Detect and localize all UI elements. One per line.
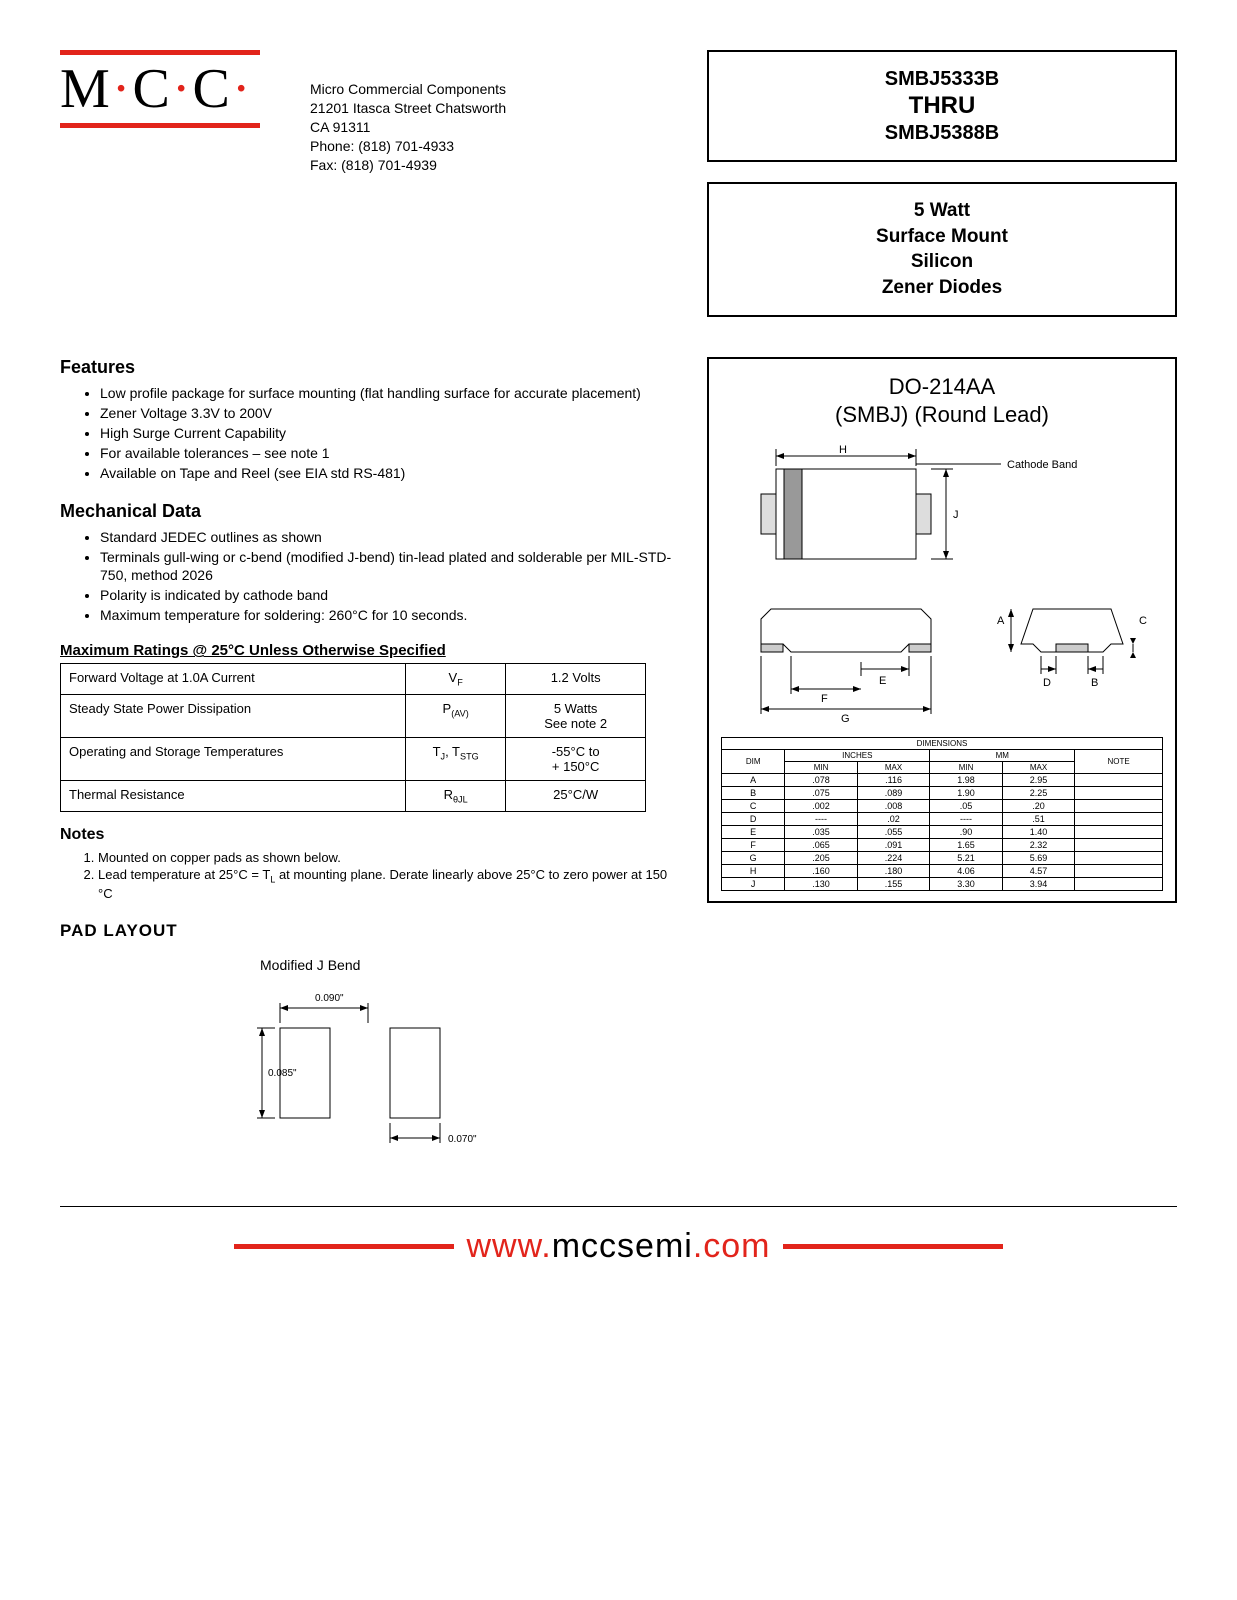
part-top: SMBJ5333B <box>719 66 1165 92</box>
svg-text:C: C <box>1139 615 1147 627</box>
features-list: Low profile package for surface mounting… <box>60 384 677 483</box>
svg-text:B: B <box>1091 677 1098 689</box>
svg-text:0.085": 0.085" <box>268 1068 297 1079</box>
table-row: F.065.0911.652.32 <box>722 838 1163 851</box>
mech-title: Mechanical Data <box>60 501 677 522</box>
list-item: Polarity is indicated by cathode band <box>100 586 677 604</box>
ratings-table: Forward Voltage at 1.0A CurrentVF1.2 Vol… <box>60 663 646 811</box>
list-item: Maximum temperature for soldering: 260°C… <box>100 606 677 624</box>
table-row: Forward Voltage at 1.0A CurrentVF1.2 Vol… <box>61 664 646 695</box>
table-row: Thermal ResistanceRθJL25°C/W <box>61 781 646 812</box>
svg-text:0.070": 0.070" <box>448 1134 477 1145</box>
pad-layout-diagram: Modified J Bend 0.090" 0.085" <box>230 957 677 1186</box>
svg-text:H: H <box>839 444 847 456</box>
ratings-title: Maximum Ratings @ 25°C Unless Otherwise … <box>60 642 677 659</box>
list-item: Low profile package for surface mounting… <box>100 384 677 402</box>
company-name: Micro Commercial Components <box>310 80 677 99</box>
pad-layout-svg: 0.090" 0.085" 0.070" <box>230 983 510 1183</box>
company-phone: Phone: (818) 701-4933 <box>310 137 677 156</box>
pad-layout-title: PAD LAYOUT <box>60 921 677 941</box>
company-addr2: CA 91311 <box>310 118 677 137</box>
company-addr1: 21201 Itasca Street Chatsworth <box>310 99 677 118</box>
table-row: D----.02----.51 <box>722 812 1163 825</box>
package-box: DO-214AA(SMBJ) (Round Lead) H Cathode Ba… <box>707 357 1177 903</box>
footer-url: www.mccsemi.com <box>466 1227 770 1266</box>
svg-text:A: A <box>997 615 1005 627</box>
list-item: High Surge Current Capability <box>100 424 677 442</box>
svg-text:E: E <box>879 675 886 687</box>
table-row: A.078.1161.982.95 <box>722 773 1163 786</box>
table-row: E.035.055.901.40 <box>722 825 1163 838</box>
svg-text:D: D <box>1043 677 1051 689</box>
list-item: Lead temperature at 25°C = TL at mountin… <box>98 867 677 903</box>
package-title: DO-214AA(SMBJ) (Round Lead) <box>721 373 1163 430</box>
notes-title: Notes <box>60 826 677 844</box>
mech-list: Standard JEDEC outlines as shown Terminal… <box>60 528 677 625</box>
svg-text:Cathode Band: Cathode Band <box>1007 459 1077 471</box>
svg-text:F: F <box>821 693 828 705</box>
table-row: B.075.0891.902.25 <box>722 786 1163 799</box>
package-diagram: H Cathode Band J <box>721 444 1161 734</box>
company-fax: Fax: (818) 701-4939 <box>310 156 677 175</box>
svg-text:0.090": 0.090" <box>315 993 344 1004</box>
table-row: J.130.1553.303.94 <box>722 877 1163 890</box>
list-item: Zener Voltage 3.3V to 200V <box>100 404 677 422</box>
list-item: Standard JEDEC outlines as shown <box>100 528 677 546</box>
company-address: Micro Commercial Components 21201 Itasca… <box>310 50 677 337</box>
list-item: Terminals gull-wing or c-bend (modified … <box>100 548 677 584</box>
part-number-box: SMBJ5333B THRU SMBJ5388B <box>707 50 1177 162</box>
table-row: G.205.2245.215.69 <box>722 851 1163 864</box>
part-thru: THRU <box>719 92 1165 120</box>
list-item: For available tolerances – see note 1 <box>100 444 677 462</box>
table-row: Steady State Power DissipationP(AV)5 Wat… <box>61 695 646 738</box>
list-item: Available on Tape and Reel (see EIA std … <box>100 464 677 482</box>
dimensions-table: DIMENSIONSDIMINCHESMMNOTEMINMAXMINMAXA.0… <box>721 737 1163 891</box>
table-row: Operating and Storage TemperaturesTJ, TS… <box>61 738 646 781</box>
features-title: Features <box>60 357 677 378</box>
part-bot: SMBJ5388B <box>719 120 1165 146</box>
list-item: Mounted on copper pads as shown below. <box>98 850 677 867</box>
table-row: H.160.1804.064.57 <box>722 864 1163 877</box>
svg-text:G: G <box>841 713 850 725</box>
description-box: 5 Watt Surface Mount Silicon Zener Diode… <box>707 182 1177 317</box>
logo: M·C·C· <box>60 50 280 337</box>
svg-text:J: J <box>953 509 959 521</box>
notes-list: Mounted on copper pads as shown below.Le… <box>60 850 677 903</box>
table-row: C.002.008.05.20 <box>722 799 1163 812</box>
footer: www.mccsemi.com <box>60 1227 1177 1266</box>
